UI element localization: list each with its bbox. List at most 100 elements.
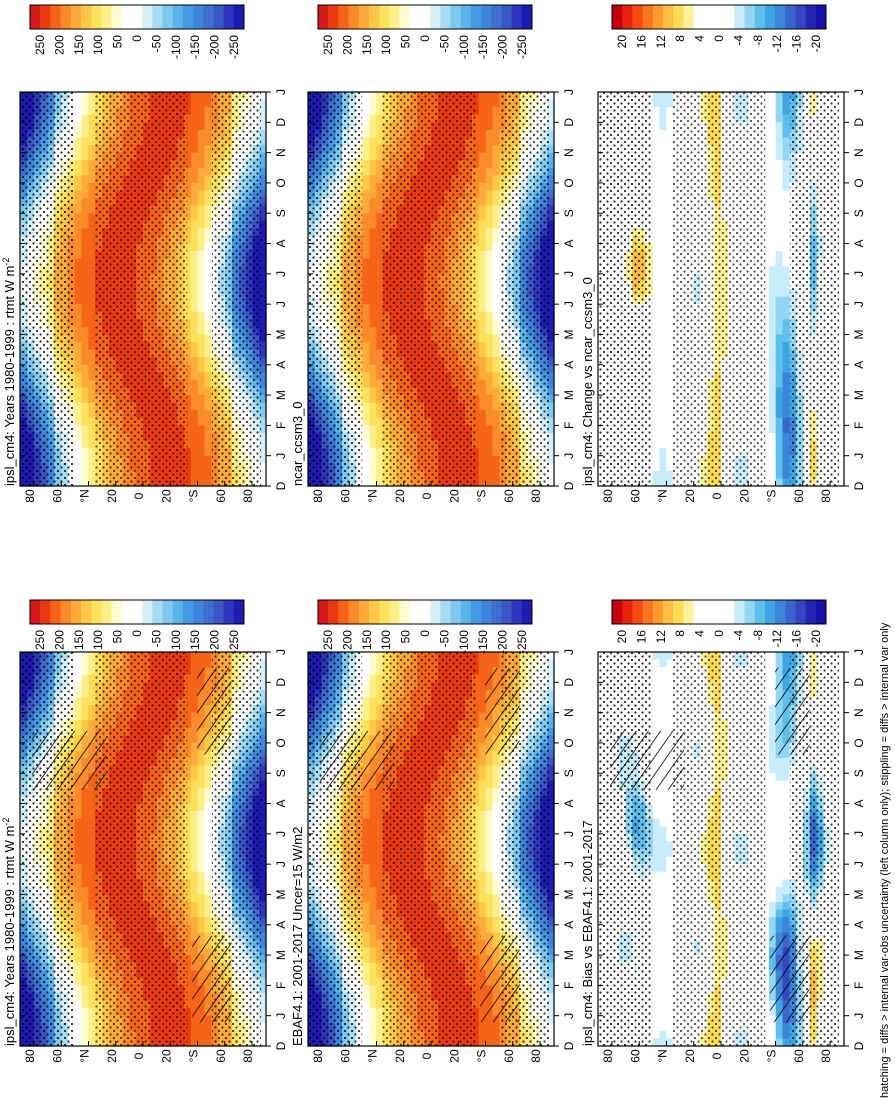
heat-cell bbox=[259, 720, 267, 729]
heat-cell bbox=[184, 765, 192, 774]
heat-cell bbox=[666, 894, 674, 903]
heat-cell bbox=[666, 705, 674, 714]
heat-cell bbox=[478, 924, 487, 933]
month-label: A bbox=[274, 800, 288, 808]
heat-cell bbox=[547, 811, 555, 820]
heat-cell bbox=[81, 932, 89, 941]
month-label: M bbox=[274, 950, 288, 960]
heat-cell bbox=[74, 652, 83, 661]
heat-cell bbox=[88, 795, 96, 805]
heat-cell bbox=[197, 871, 206, 880]
heat-cell bbox=[259, 705, 267, 714]
heat-cell bbox=[88, 841, 96, 850]
heat-cell bbox=[472, 1030, 480, 1040]
heat-cell bbox=[81, 856, 89, 865]
heat-cell bbox=[259, 652, 267, 661]
heat-cell bbox=[659, 902, 667, 911]
heat-cell bbox=[376, 902, 384, 911]
heat-cell bbox=[81, 667, 89, 676]
month-label: J bbox=[274, 1013, 288, 1019]
heat-cell bbox=[184, 985, 192, 994]
heat-cell bbox=[197, 849, 206, 858]
hatch-overlay bbox=[320, 730, 395, 790]
colorbar-swatch bbox=[233, 600, 245, 624]
heat-cell bbox=[547, 803, 555, 812]
heat-cell bbox=[652, 917, 661, 926]
heat-cell bbox=[190, 720, 199, 729]
heat-cell bbox=[259, 886, 267, 896]
month-label: J bbox=[274, 649, 288, 655]
heat-cell bbox=[376, 992, 384, 1002]
heat-cell bbox=[74, 977, 83, 986]
colorbar-swatch bbox=[389, 600, 400, 624]
heat-cell bbox=[190, 674, 199, 683]
heat-cell bbox=[376, 841, 384, 850]
heat-cell bbox=[204, 795, 212, 805]
month-label: M bbox=[562, 889, 576, 899]
colorbar-swatch bbox=[368, 600, 380, 624]
heat-cell bbox=[547, 947, 555, 956]
month-label: D bbox=[562, 678, 576, 687]
heat-cell bbox=[259, 902, 267, 911]
heat-cell bbox=[652, 894, 661, 903]
heat-cell bbox=[259, 1008, 267, 1017]
heat-cell bbox=[472, 1008, 480, 1017]
heat-cell bbox=[485, 773, 494, 782]
lat-label: °S bbox=[187, 1050, 201, 1063]
heat-cell bbox=[184, 795, 192, 805]
heat-cell bbox=[184, 879, 192, 888]
heat-cell bbox=[259, 780, 267, 789]
colorbar: 250 200 150 100 50 0 -50 -100 -150 -200 -250 bbox=[317, 599, 533, 654]
heat-cell bbox=[184, 705, 192, 714]
heat-cell bbox=[369, 1030, 377, 1040]
heat-cell bbox=[362, 1030, 371, 1040]
heat-cell bbox=[666, 992, 674, 1002]
colorbar-label: 200 bbox=[52, 630, 66, 650]
heat-cell bbox=[547, 864, 555, 873]
heat-cell bbox=[74, 1015, 83, 1024]
heat-cell bbox=[652, 841, 661, 850]
heat-cell bbox=[547, 667, 555, 676]
month-label: S bbox=[562, 769, 576, 777]
heat-cell bbox=[478, 773, 487, 782]
heat-cell bbox=[74, 1000, 83, 1009]
heat-cell bbox=[259, 955, 267, 964]
heat-cell bbox=[547, 902, 555, 911]
heat-cell bbox=[259, 765, 267, 774]
heat-cell bbox=[376, 674, 384, 683]
heat-cell bbox=[659, 674, 667, 683]
heat-cell bbox=[190, 818, 199, 827]
heat-cell bbox=[190, 758, 199, 767]
heat-cell bbox=[659, 841, 667, 850]
heat-cell bbox=[197, 841, 206, 850]
heat-cell bbox=[666, 720, 674, 729]
heat-cell bbox=[184, 992, 192, 1002]
heat-cell bbox=[369, 864, 377, 873]
heat-cell bbox=[81, 833, 89, 843]
heat-cell bbox=[485, 652, 494, 661]
heat-cell bbox=[204, 758, 212, 767]
heat-cell bbox=[485, 765, 494, 774]
heat-cell bbox=[652, 864, 661, 873]
heat-cell bbox=[472, 879, 480, 888]
heat-cell bbox=[74, 720, 83, 729]
heat-cell bbox=[184, 788, 192, 797]
heat-cell bbox=[547, 1000, 555, 1009]
heat-cell bbox=[376, 970, 384, 979]
heat-cell bbox=[369, 682, 377, 691]
heat-cell bbox=[259, 674, 267, 683]
heat-cell bbox=[369, 788, 377, 797]
colorbar-label: -200 bbox=[208, 630, 222, 654]
heat-cell bbox=[666, 886, 674, 896]
heat-cell bbox=[74, 803, 83, 812]
heat-cell bbox=[362, 811, 371, 820]
heat-cell bbox=[659, 879, 667, 888]
heat-cell bbox=[492, 886, 500, 896]
heat-cell bbox=[362, 712, 371, 721]
heat-cell bbox=[81, 1030, 89, 1040]
heat-cell bbox=[492, 864, 500, 873]
heat-cell bbox=[362, 833, 371, 843]
heat-cell bbox=[547, 652, 555, 661]
heat-cell bbox=[81, 1015, 89, 1024]
heat-cell bbox=[369, 871, 377, 880]
